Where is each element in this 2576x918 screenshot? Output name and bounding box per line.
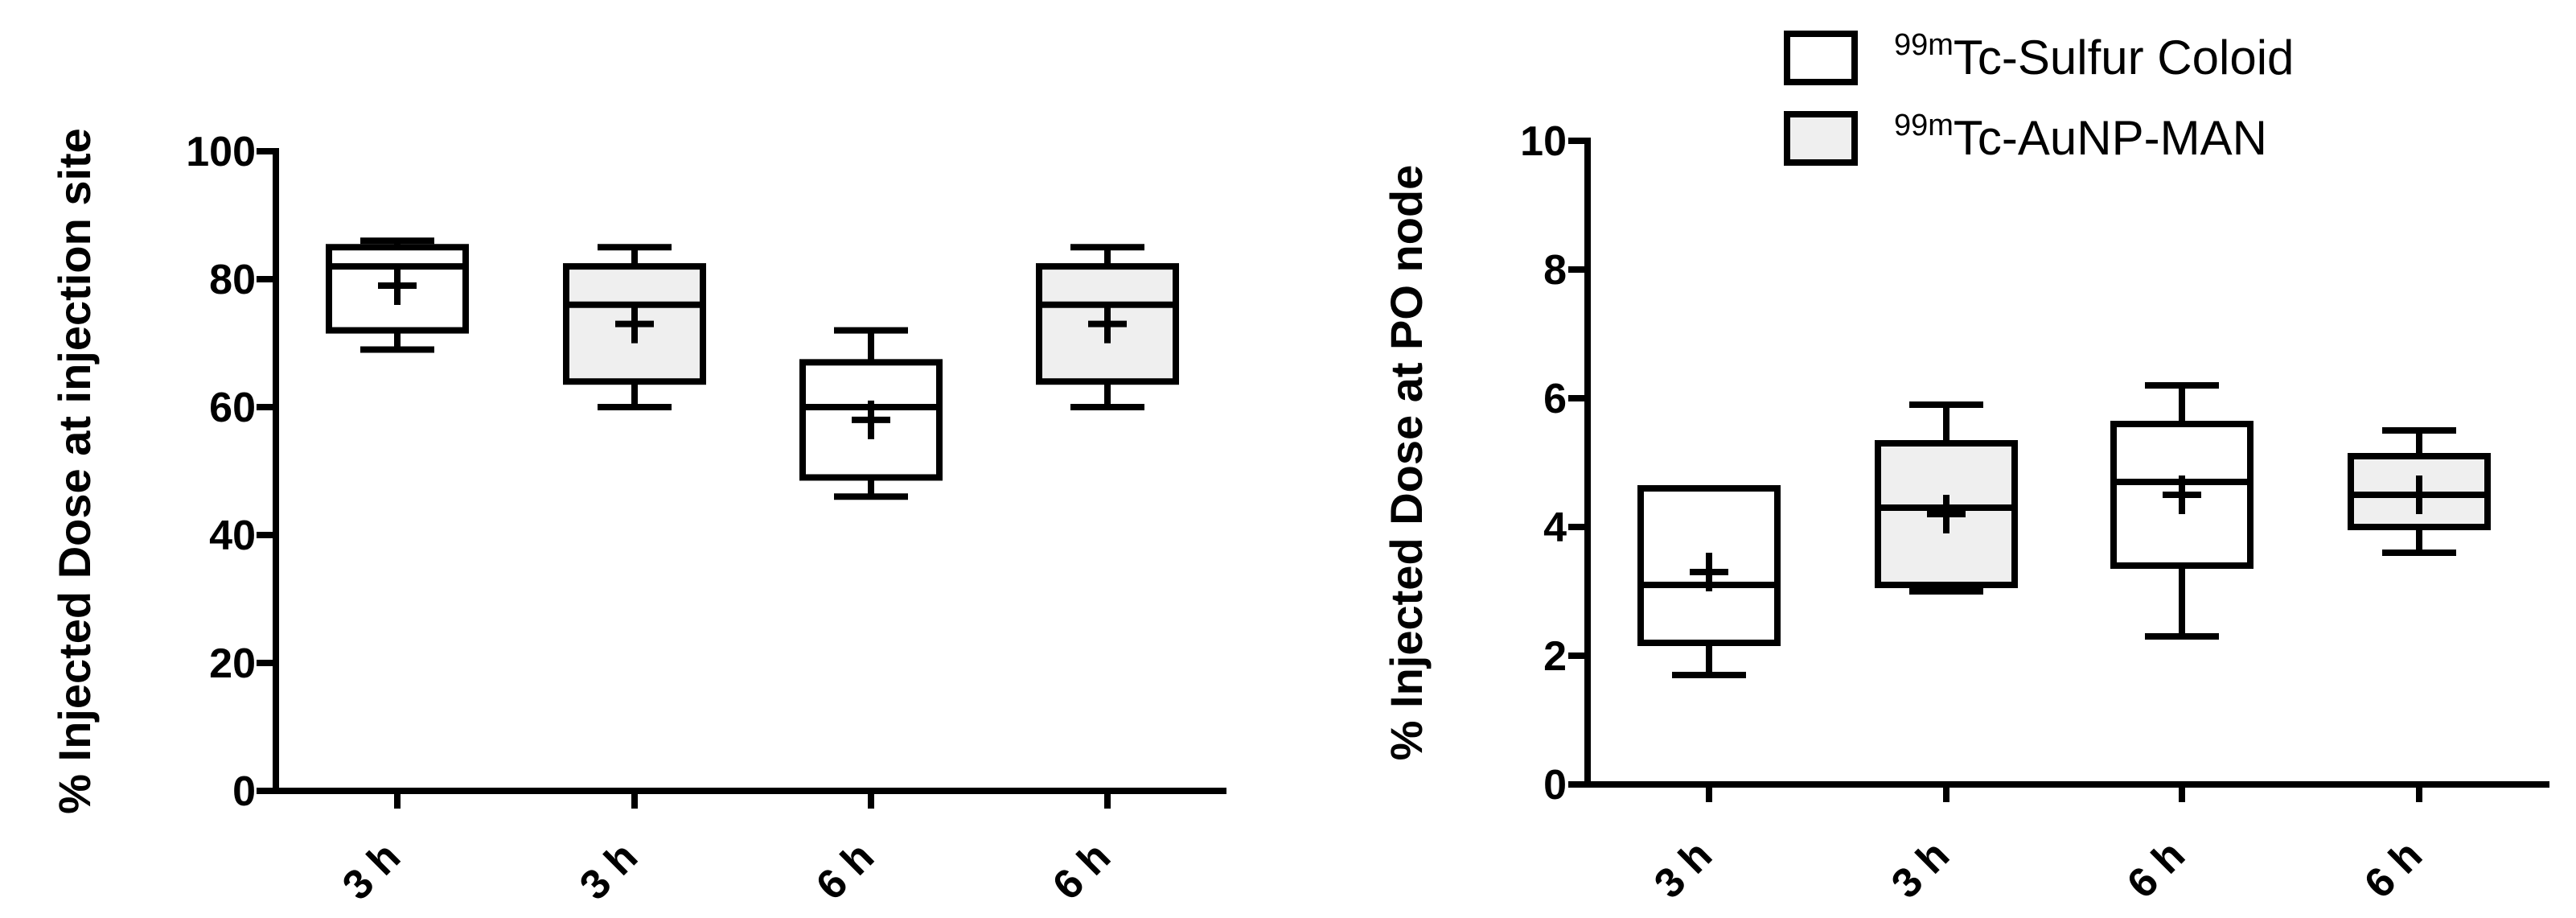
y-tick-label: 8	[1543, 247, 1567, 294]
y-tick-label: 10	[1520, 118, 1567, 165]
legend-label: 99mTc-AuNP-MAN	[1894, 109, 2267, 165]
legend-label: 99mTc-Sulfur Coloid	[1894, 28, 2294, 84]
box-aunp-man	[1875, 401, 2018, 595]
y-tick-label: 0	[232, 768, 256, 815]
box-sulfur-coloid	[2110, 382, 2253, 640]
y-axis-title: % Injected Dose at PO node	[1381, 165, 1432, 761]
y-tick-label: 6	[1543, 376, 1567, 422]
legend-series-name: Tc-Sulfur Coloid	[1954, 31, 2295, 84]
legend-swatch	[1784, 111, 1858, 166]
x-category-label: 3 h	[1883, 832, 1958, 908]
y-tick-label: 0	[1543, 762, 1567, 809]
box-sulfur-coloid	[326, 237, 469, 353]
y-tick-label: 20	[209, 640, 256, 687]
legend-isotope: 99m	[1894, 109, 1954, 142]
y-tick-label: 60	[209, 385, 256, 431]
y-tick-label: 2	[1543, 633, 1567, 680]
x-category-label: 3 h	[1645, 832, 1721, 908]
x-category-label: 3 h	[571, 834, 647, 909]
legend-item-aunp-man: 99mTc-AuNP-MAN	[1784, 109, 2267, 166]
box-aunp-man	[563, 244, 706, 410]
legend-item-sulfur-coloid: 99mTc-Sulfur Coloid	[1784, 28, 2294, 85]
box-sulfur-coloid	[1637, 485, 1781, 678]
x-category-label: 6 h	[807, 834, 883, 909]
y-tick-label: 100	[186, 129, 256, 175]
x-category-label: 6 h	[2356, 832, 2431, 908]
legend-swatch	[1784, 31, 1858, 85]
x-category-label: 6 h	[1044, 834, 1120, 909]
y-tick-label: 4	[1543, 504, 1567, 551]
x-category-label: 6 h	[2118, 832, 2194, 908]
box-aunp-man	[2348, 427, 2491, 556]
x-category-label: 3 h	[334, 834, 409, 909]
box-aunp-man	[1036, 244, 1179, 410]
y-axis-title: % Injected Dose at injection site	[49, 128, 100, 814]
legend-series-name: Tc-AuNP-MAN	[1954, 111, 2267, 165]
y-tick-label: 40	[209, 513, 256, 559]
y-tick-label: 80	[209, 257, 256, 303]
chart-po-node: 0 2 4 6 8 10 % Injected Dose at PO node 3 h 3 h 6…	[1381, 118, 2549, 908]
box-sulfur-coloid	[799, 327, 943, 500]
chart-injection-site: 0 20 40 60 80 100 % Injected Dose at injection…	[49, 128, 1226, 909]
legend-isotope: 99m	[1894, 28, 1954, 62]
